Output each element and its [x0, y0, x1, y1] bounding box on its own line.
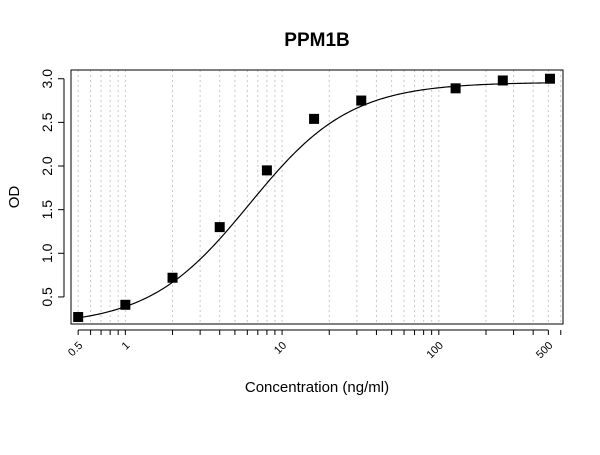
y-axis: 0.5 1.0 1.5 2.0 2.5 3.0: [39, 69, 65, 307]
data-point: [214, 222, 225, 233]
x-tick-label: 10: [272, 340, 289, 357]
x-tick-label: 500: [534, 340, 555, 361]
y-tick-label: 2.0: [39, 156, 55, 176]
data-point: [167, 272, 178, 283]
y-tick-label: 0.5: [39, 287, 55, 307]
y-tick-label: 1.5: [39, 200, 55, 220]
x-tick-label: 0.5: [66, 340, 85, 359]
x-tick-label: 1: [120, 340, 133, 353]
data-points: [73, 73, 555, 323]
data-point: [73, 312, 84, 323]
y-tick-label: 2.5: [39, 112, 55, 132]
y-axis-label: OD: [6, 186, 23, 209]
data-point: [544, 73, 555, 84]
data-point: [120, 299, 131, 310]
y-tick-label: 1.0: [39, 243, 55, 263]
fit-curve: [78, 82, 550, 319]
chart-title: PPM1B: [284, 30, 349, 51]
grid: [77, 70, 562, 324]
data-point: [356, 95, 367, 106]
data-point: [309, 113, 320, 124]
x-tick-label: 100: [424, 340, 445, 361]
x-axis: 0.5 1 10 100 500: [66, 329, 562, 361]
plot-frame: [70, 69, 564, 325]
data-point: [497, 75, 508, 86]
data-point: [261, 165, 272, 176]
x-axis-label: Concentration (ng/ml): [245, 379, 389, 396]
y-tick-label: 3.0: [39, 69, 55, 89]
data-point: [450, 83, 461, 94]
